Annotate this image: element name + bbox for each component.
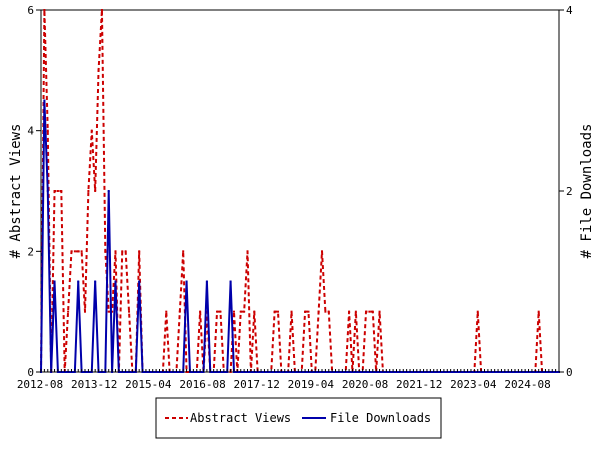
- data-point: [124, 250, 127, 253]
- data-point: [87, 190, 90, 192]
- data-point: [80, 250, 83, 253]
- data-point: [53, 280, 56, 283]
- y-axis-right-title: # File Downloads: [579, 124, 595, 259]
- y-right-tick-label: 0: [566, 366, 573, 379]
- x-tick-label: 2021-12: [396, 378, 442, 391]
- legend-box: [155, 397, 442, 439]
- y-right-tick-label: 4: [566, 4, 573, 17]
- data-point: [371, 310, 374, 313]
- data-point: [90, 129, 93, 132]
- x-axis: 2012-08 2013-12 2015-04 2016-08 2017-12 2019-…: [17, 369, 560, 391]
- legend: Abstract Views File Downloads: [155, 397, 442, 439]
- data-point: [276, 310, 279, 313]
- data-point: [138, 250, 141, 253]
- data-point: [239, 310, 242, 313]
- data-point: [73, 250, 76, 253]
- data-point: [354, 310, 357, 313]
- data-point: [307, 310, 310, 313]
- data-point: [273, 310, 276, 313]
- data-point: [365, 310, 368, 313]
- data-point: [348, 310, 351, 313]
- data-point: [107, 310, 110, 313]
- data-point: [77, 280, 80, 283]
- data-point: [46, 129, 49, 132]
- data-point: [114, 250, 117, 253]
- y-left-tick-label: 2: [27, 245, 34, 258]
- data-point: [229, 280, 232, 283]
- data-point: [182, 250, 185, 253]
- x-tick-label: 2019-04: [288, 378, 335, 391]
- x-tick-label: 2012-08: [17, 378, 63, 391]
- data-point: [317, 310, 320, 313]
- data-point: [43, 99, 46, 102]
- data-point: [216, 310, 219, 313]
- data-point: [324, 310, 327, 313]
- data-point: [104, 250, 107, 253]
- data-point: [246, 250, 249, 253]
- data-point: [111, 310, 114, 313]
- data-point: [114, 280, 117, 283]
- data-point: [185, 280, 188, 283]
- x-tick-label: 2015-04: [125, 378, 172, 391]
- data-point: [205, 310, 208, 313]
- data-point: [321, 250, 324, 253]
- data-point: [77, 250, 80, 253]
- data-point: [219, 310, 222, 313]
- data-point: [43, 9, 46, 11]
- data-point: [327, 310, 330, 313]
- x-tick-label: 2020-08: [342, 378, 388, 391]
- data-point: [84, 310, 87, 313]
- y-right-tick-label: 2: [566, 185, 573, 198]
- y-axis-left-title: # Abstract Views: [8, 124, 24, 259]
- data-point: [56, 190, 59, 192]
- plot-area: [40, 9, 560, 373]
- data-point: [253, 310, 256, 313]
- y-axis-right: 0 2 4: [559, 4, 573, 379]
- data-point: [232, 310, 235, 313]
- data-point: [476, 310, 479, 313]
- y-axis-left: 0 2 4 6: [27, 4, 41, 379]
- data-point: [128, 310, 131, 313]
- data-point: [70, 250, 73, 253]
- data-point: [304, 310, 307, 313]
- data-point: [368, 310, 371, 313]
- data-point: [178, 310, 181, 313]
- x-tick-label: 2024-08: [504, 378, 550, 391]
- data-point: [537, 310, 540, 313]
- data-point: [121, 250, 124, 253]
- data-point: [243, 310, 246, 313]
- data-point: [378, 310, 381, 313]
- data-point: [205, 280, 208, 283]
- series-line-file-downloads: [40, 99, 559, 373]
- data-point: [97, 69, 100, 72]
- x-tick-label: 2017-12: [234, 378, 280, 391]
- data-point: [107, 190, 110, 192]
- data-point: [94, 190, 97, 192]
- data-point: [67, 310, 70, 313]
- y-left-tick-label: 4: [27, 125, 34, 138]
- y-left-tick-label: 0: [27, 366, 34, 379]
- data-point: [290, 310, 293, 313]
- legend-label-abstract-views: Abstract Views: [190, 411, 291, 425]
- data-point: [100, 9, 103, 11]
- data-point: [94, 280, 97, 283]
- legend-label-file-downloads: File Downloads: [330, 411, 431, 425]
- data-point: [199, 310, 202, 313]
- data-point: [165, 310, 168, 313]
- data-point: [53, 190, 56, 192]
- x-tick-label: 2013-12: [71, 378, 117, 391]
- x-tick-label: 2016-08: [179, 378, 225, 391]
- data-point: [46, 190, 49, 192]
- data-point: [138, 280, 141, 283]
- y-left-tick-label: 6: [27, 4, 34, 17]
- x-tick-label: 2023-04: [450, 378, 497, 391]
- data-point: [60, 190, 63, 192]
